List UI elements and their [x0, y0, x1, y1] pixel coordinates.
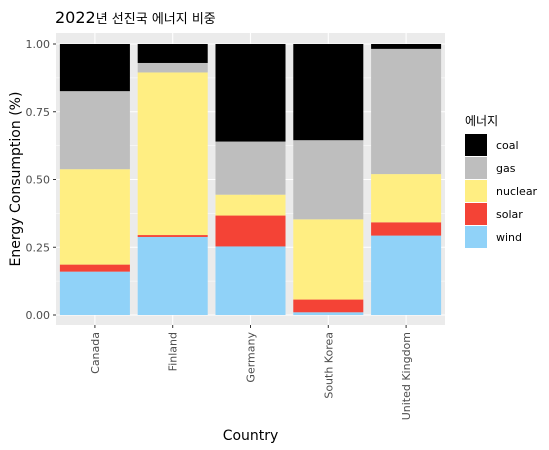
- bar-segment-gas: [215, 141, 286, 195]
- bar-segment-nuclear: [59, 169, 130, 265]
- legend-title: 에너지: [465, 114, 498, 128]
- chart-title-year: 2022: [55, 8, 96, 27]
- bar-segment-nuclear: [215, 194, 286, 216]
- legend-label-solar: solar: [496, 208, 523, 221]
- bar-segment-coal: [293, 44, 364, 141]
- bar-segment-coal: [215, 44, 286, 142]
- legend-key-wind: [465, 226, 487, 248]
- bar-segment-solar: [371, 222, 442, 236]
- bar-segment-coal: [59, 44, 130, 92]
- bar-segment-wind: [215, 246, 286, 315]
- legend-label-wind: wind: [496, 231, 522, 244]
- bar-segment-gas: [293, 140, 364, 220]
- y-tick-label: 0.75: [26, 106, 51, 119]
- x-tick-label: Finland: [167, 332, 180, 371]
- x-tick-label: South Korea: [322, 332, 335, 399]
- bar-segment-wind: [137, 236, 208, 315]
- bar-segment-gas: [59, 91, 130, 170]
- bar-segment-coal: [371, 44, 442, 49]
- y-tick-label: 1.00: [26, 38, 51, 51]
- y-tick-label: 0.00: [26, 309, 51, 322]
- bar-segment-wind: [59, 271, 130, 315]
- legend-key-solar: [465, 203, 487, 225]
- bar-segment-gas: [371, 48, 442, 175]
- x-tick-label: Germany: [245, 332, 258, 383]
- x-axis-title: Country: [223, 428, 279, 444]
- legend-label-gas: gas: [496, 162, 516, 175]
- bar-segment-wind: [371, 235, 442, 315]
- y-axis-title: Energy Consumption (%): [8, 92, 24, 267]
- chart-title-rest: 년 선진국 에너지 비중: [96, 12, 216, 27]
- y-tick-label: 0.25: [26, 241, 51, 254]
- y-axis: 0.00 0.25 0.50 0.75 1.00: [26, 38, 56, 322]
- bar-segment-nuclear: [293, 219, 364, 300]
- bar-segment-solar: [215, 215, 286, 247]
- bar-segment-wind: [293, 312, 364, 315]
- bar-segment-solar: [293, 299, 364, 313]
- legend-key-nuclear: [465, 180, 487, 202]
- x-tick-label: United Kingdom: [400, 332, 413, 420]
- chart-title: 2022년 선진국 에너지 비중: [55, 8, 216, 27]
- legend-key-coal: [465, 134, 487, 156]
- bars: [59, 44, 442, 315]
- legend-key-gas: [465, 157, 487, 179]
- x-tick-label: Canada: [89, 332, 102, 374]
- legend: 에너지 coal gas nuclear solar wind: [465, 114, 538, 248]
- bar-segment-solar: [137, 235, 208, 237]
- bar-segment-nuclear: [371, 174, 442, 223]
- bar-segment-gas: [137, 62, 208, 73]
- bar-segment-solar: [59, 264, 130, 272]
- bar-segment-nuclear: [137, 72, 208, 236]
- legend-label-coal: coal: [496, 139, 519, 152]
- y-tick-label: 0.50: [26, 174, 51, 187]
- bar-segment-coal: [137, 44, 208, 63]
- legend-label-nuclear: nuclear: [496, 185, 538, 198]
- x-axis: Canada Finland Germany South Korea United Ki…: [89, 325, 413, 420]
